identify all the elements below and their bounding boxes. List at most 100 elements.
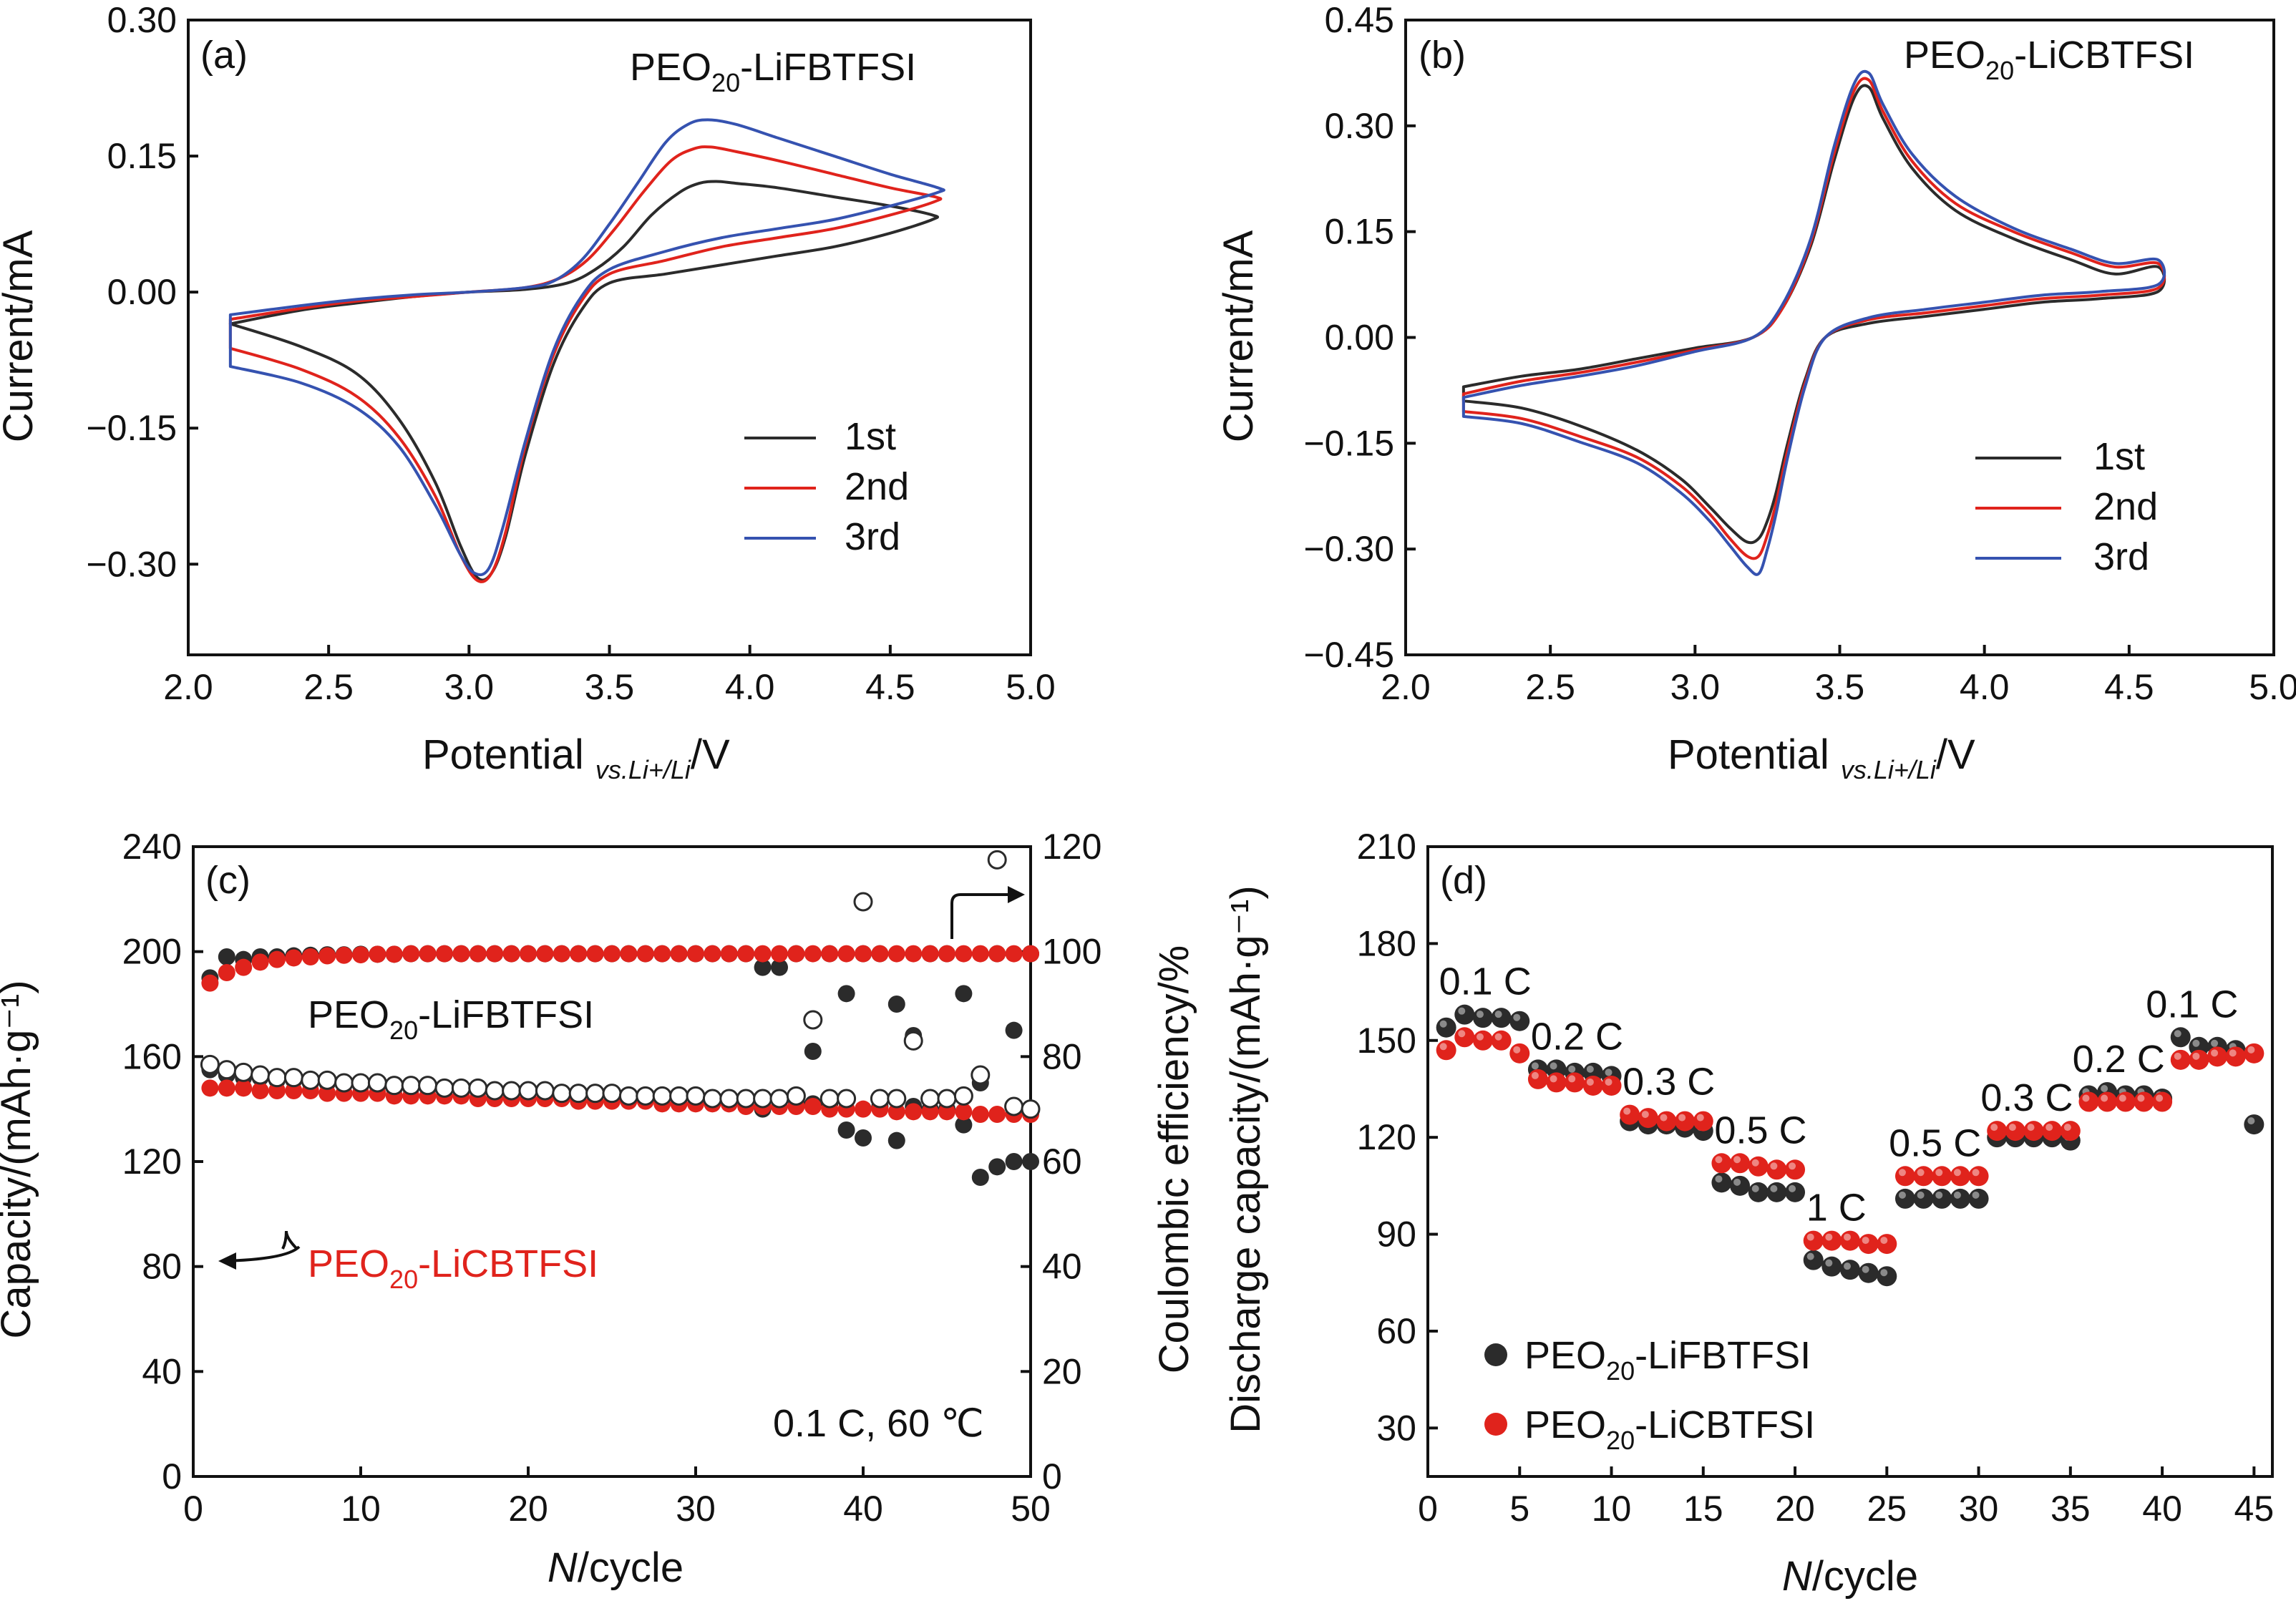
panel-d-xlabel: N/cycle xyxy=(1782,1553,1918,1600)
point-highlight xyxy=(1880,1237,1888,1245)
point-highlight xyxy=(2119,1094,2126,1102)
charge-point xyxy=(250,1065,271,1085)
fbtfsi-point xyxy=(2244,1114,2265,1135)
cbtfsi-point xyxy=(1766,1159,1787,1180)
point-highlight xyxy=(1494,1033,1502,1041)
cbtfsi-point xyxy=(268,950,286,968)
charge-point xyxy=(200,1054,220,1074)
panel-a-label: (a) xyxy=(200,34,248,77)
arrow-left-axis xyxy=(281,1230,298,1250)
panel-b-xtick-label: 4.0 xyxy=(1960,667,2010,707)
cbtfsi-point xyxy=(452,945,470,963)
cbtfsi-point xyxy=(1894,1166,1915,1187)
panel-b-xtick-label: 2.0 xyxy=(1381,667,1431,707)
point-highlight xyxy=(1568,1075,1576,1083)
point-highlight xyxy=(1972,1169,1980,1177)
point-highlight xyxy=(1715,1175,1723,1183)
cbtfsi-point xyxy=(1565,1072,1585,1093)
point-highlight xyxy=(1789,1184,1796,1192)
cbtfsi-point xyxy=(1582,1075,1603,1096)
charge-point xyxy=(786,1086,806,1106)
panel-d-frame xyxy=(1426,845,2274,1478)
cv-curve-2nd xyxy=(1461,77,2166,560)
panel-a-xlabel: Potential vs.Li+/Li/V xyxy=(422,731,730,784)
panel-c-ytick2-label: 80 xyxy=(1042,1036,1082,1076)
fbtfsi-point xyxy=(771,958,788,976)
charge-point xyxy=(870,1089,890,1109)
fbtfsi-point xyxy=(1491,1008,1512,1028)
charge-point xyxy=(418,1076,438,1096)
cbtfsi-point xyxy=(1005,945,1023,963)
charge-point xyxy=(233,1062,253,1082)
point-highlight xyxy=(1880,1269,1888,1277)
arrow-left-head xyxy=(218,1252,236,1270)
panel-d-xtick-label: 5 xyxy=(1509,1489,1529,1529)
cbtfsi-point xyxy=(787,945,805,963)
fbtfsi-point xyxy=(1022,1153,1039,1170)
panel-c-label: (c) xyxy=(205,859,250,902)
point-highlight xyxy=(1531,1071,1539,1079)
charge-point xyxy=(953,1086,973,1106)
panel-a-xtick-label: 4.0 xyxy=(725,667,775,707)
rate-label: 1 C xyxy=(1806,1187,1867,1230)
panel-d-xtick-label: 30 xyxy=(1959,1489,1999,1529)
cbtfsi-point xyxy=(955,1103,973,1121)
cbtfsi-point xyxy=(1491,1030,1512,1051)
legend-d-fbtfsi-marker xyxy=(1484,1343,1507,1366)
panel-b-ytick-label: 0.00 xyxy=(1325,318,1394,358)
charge-point xyxy=(736,1089,756,1109)
panel-a-xtick-label: 3.0 xyxy=(444,667,495,707)
cbtfsi-point xyxy=(804,945,822,963)
point-highlight xyxy=(1806,1252,1814,1260)
charge-point xyxy=(837,1089,857,1109)
charge-point xyxy=(853,892,873,912)
rate-label: 0.3 C xyxy=(1980,1076,2073,1119)
fbtfsi-point xyxy=(1785,1182,1806,1202)
cbtfsi-point xyxy=(2023,1121,2044,1142)
cbtfsi-point xyxy=(1436,1040,1456,1061)
panel-b-xtick-label: 2.5 xyxy=(1525,667,1575,707)
label-fbtfsi: PEO20-LiFBTFSI xyxy=(308,993,594,1045)
panel-d-xtick-label: 25 xyxy=(1867,1489,1907,1529)
point-highlight xyxy=(1825,1233,1833,1241)
charge-point xyxy=(217,1060,237,1080)
cbtfsi-point xyxy=(268,1082,286,1099)
charge-point xyxy=(585,1084,605,1104)
cbtfsi-point xyxy=(251,953,269,971)
panel-b-ylabel: Current/mA xyxy=(1215,230,1262,442)
fbtfsi-point xyxy=(1877,1266,1897,1287)
point-highlight xyxy=(1476,1011,1484,1018)
panel-a-xtick-label: 3.5 xyxy=(585,667,635,707)
fbtfsi-point xyxy=(887,996,905,1013)
panel-b-ytick-label: 0.30 xyxy=(1325,106,1394,146)
cbtfsi-point xyxy=(553,945,570,963)
cbtfsi-point xyxy=(1968,1166,1989,1187)
panel-a-ytick-label: 0.00 xyxy=(107,272,177,312)
point-highlight xyxy=(1789,1162,1796,1170)
point-highlight xyxy=(2008,1124,2016,1132)
panel-c-ytick2-label: 40 xyxy=(1042,1247,1082,1287)
cv-curve-3rd xyxy=(228,118,945,577)
charge-point xyxy=(568,1084,588,1104)
charge-point xyxy=(618,1086,638,1106)
cbtfsi-point xyxy=(2244,1043,2265,1064)
cbtfsi-point xyxy=(335,946,353,964)
panel-a-xtick-label: 2.5 xyxy=(303,667,354,707)
panel-c-ytick2-label: 20 xyxy=(1042,1351,1082,1391)
fbtfsi-point xyxy=(1803,1250,1824,1270)
point-highlight xyxy=(1990,1124,1998,1132)
cbtfsi-point xyxy=(301,948,319,965)
fbtfsi-point xyxy=(1005,1153,1023,1170)
cbtfsi-point xyxy=(720,945,738,963)
cbtfsi-point xyxy=(1527,1069,1548,1089)
point-highlight xyxy=(2174,1052,2181,1060)
panel-d-xtick-label: 15 xyxy=(1683,1489,1723,1529)
charge-point xyxy=(971,1065,991,1085)
cbtfsi-point xyxy=(1472,1030,1493,1051)
legend-a-1st: 1st xyxy=(845,415,896,458)
cbtfsi-point xyxy=(402,945,420,963)
cbtfsi-point xyxy=(570,945,588,963)
panel-b: 2.0 2.5 3.0 3.5 4.0 4.5 5.0 0.45 0.30 0.15 0.00 −0.… xyxy=(1215,0,2296,784)
panel-c-points xyxy=(200,850,1041,1186)
cbtfsi-point xyxy=(2170,1049,2191,1070)
